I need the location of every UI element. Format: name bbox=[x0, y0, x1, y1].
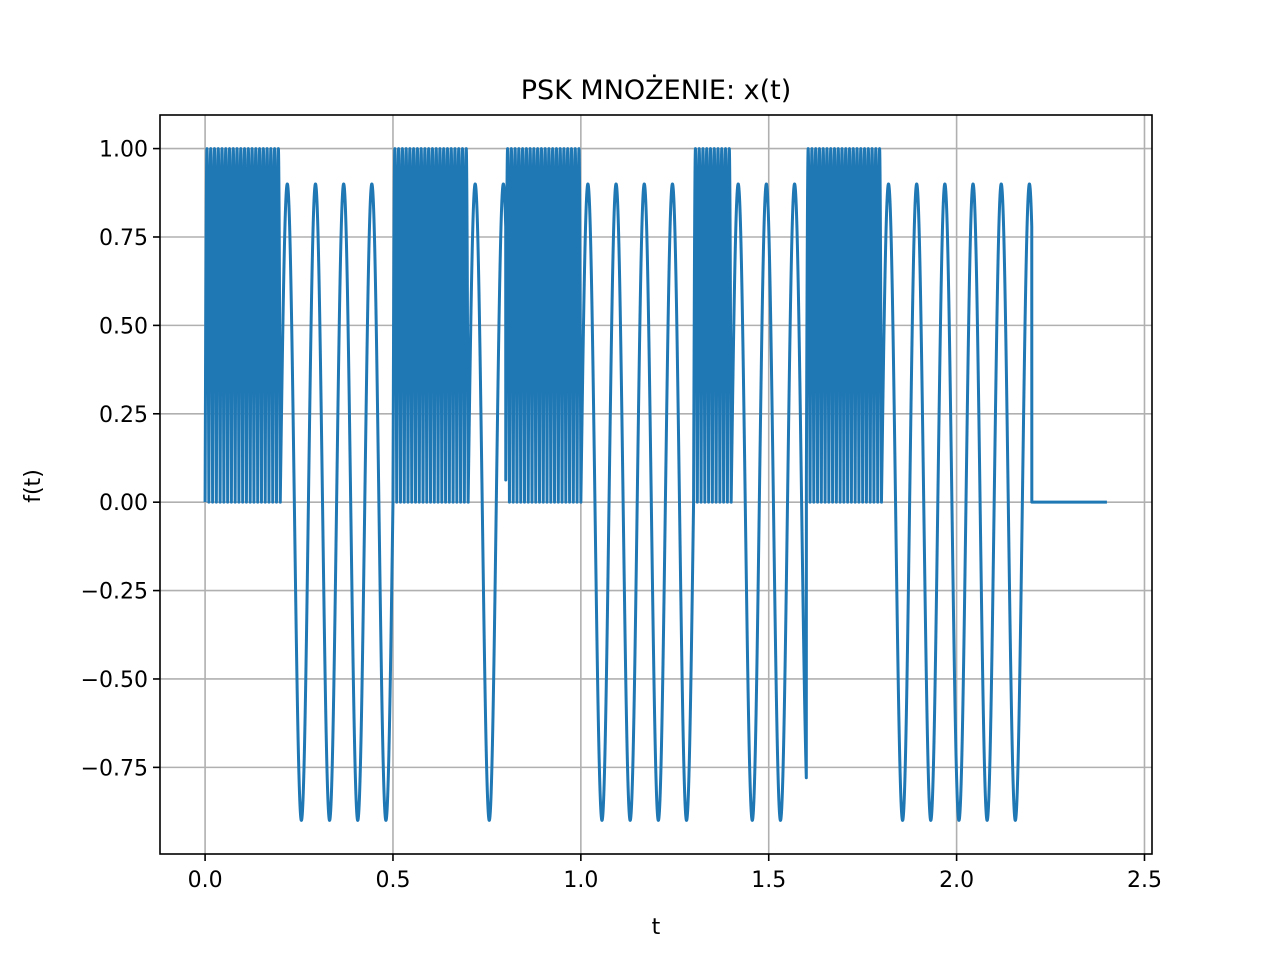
y-tick-label: 1.00 bbox=[99, 138, 148, 163]
x-tick-label: 2.5 bbox=[1127, 868, 1162, 893]
x-tick-label: 2.0 bbox=[939, 868, 974, 893]
y-tick-label: −0.75 bbox=[81, 756, 148, 781]
x-axis-label: t bbox=[652, 915, 661, 940]
series-line bbox=[203, 147, 1109, 822]
plot-frame bbox=[159, 114, 1153, 855]
axis-ticks: 0.0 0.5 1.0 1.5 2.0 2.5 1.00 0.75 0.50 0.25 0.00 −0… bbox=[81, 138, 1162, 893]
y-tick-label: 0.75 bbox=[99, 226, 148, 251]
x-tick-label: 1.5 bbox=[751, 868, 786, 893]
y-axis-label: f(t) bbox=[21, 469, 46, 503]
x-tick-label: 1.0 bbox=[563, 868, 598, 893]
series-layer bbox=[203, 147, 1109, 822]
x-tick-label: 0.0 bbox=[188, 868, 223, 893]
y-tick-label: −0.25 bbox=[81, 580, 148, 605]
chart-title: PSK MNOŻENIE: x(t) bbox=[521, 74, 792, 106]
y-tick-label: 0.25 bbox=[99, 403, 148, 428]
x-tick-label: 0.5 bbox=[375, 868, 410, 893]
y-tick-label: 0.50 bbox=[99, 314, 148, 339]
y-tick-label: −0.50 bbox=[81, 668, 148, 693]
y-tick-label: 0.00 bbox=[99, 491, 148, 516]
